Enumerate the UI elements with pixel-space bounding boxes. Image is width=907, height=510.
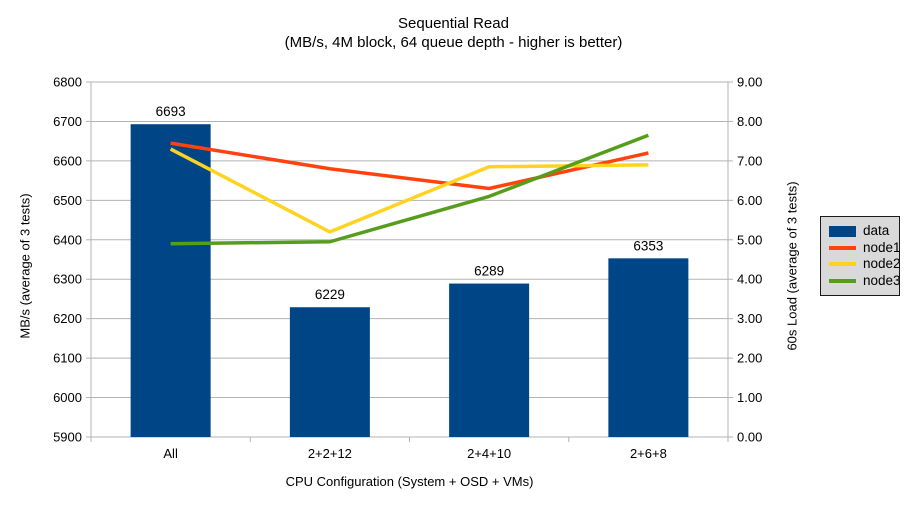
- bar-data-label: 6693: [156, 104, 186, 119]
- left-axis-tick-label: 6400: [53, 232, 82, 247]
- left-axis-tick-label: 6300: [53, 272, 82, 287]
- legend-item-node3: node3: [829, 273, 901, 288]
- right-axis-title: 60s Load (average of 3 tests): [784, 181, 800, 351]
- legend-swatch-node1: [829, 245, 856, 250]
- bar: [449, 283, 530, 437]
- left-axis-tick-label: 6200: [53, 311, 82, 326]
- legend-item-node2: node2: [829, 257, 901, 271]
- legend-label-node1: node1: [863, 239, 901, 255]
- right-axis-tick-label: 6.00: [737, 193, 762, 208]
- bar: [130, 124, 211, 437]
- bar: [608, 258, 689, 437]
- legend-label-node3: node3: [863, 272, 901, 288]
- right-axis-tick-label: 8.00: [737, 114, 762, 129]
- legend-swatch-node2: [829, 262, 856, 267]
- right-axis-tick-label: 3.00: [737, 311, 762, 326]
- bar-data-label: 6229: [315, 287, 345, 302]
- line-series-node1: [170, 141, 649, 191]
- left-axis-tick-label: 5900: [53, 430, 82, 445]
- right-axis-tick-label: 7.00: [737, 153, 762, 168]
- right-axis-tick-label: 2.00: [737, 351, 762, 366]
- x-category-label: 2+6+8: [630, 446, 667, 461]
- bar: [289, 307, 370, 437]
- legend-item-data: data: [829, 224, 891, 238]
- left-axis-tick-label: 6600: [53, 153, 82, 168]
- x-category-label: 2+4+10: [467, 446, 511, 461]
- bar-data-label: 6353: [633, 238, 663, 253]
- legend-item-node1: node1: [829, 240, 901, 255]
- left-axis-tick-label: 6000: [53, 390, 82, 405]
- legend-label-data: data: [863, 223, 890, 238]
- right-axis-tick-label: 5.00: [737, 232, 762, 247]
- legend-swatch-node3: [829, 278, 856, 283]
- left-axis-tick-label: 6800: [53, 75, 82, 90]
- line-series-node3: [170, 133, 650, 246]
- right-axis-tick-label: 4.00: [737, 272, 762, 287]
- left-axis-title: MB/s (average of 3 tests): [17, 193, 33, 339]
- right-axis-tick-label: 0.00: [737, 430, 762, 445]
- x-category-label: 2+2+12: [308, 446, 352, 461]
- left-axis-tick-label: 6500: [53, 193, 82, 208]
- chart-title: Sequential Read: [398, 15, 509, 32]
- legend-swatch-data: [829, 225, 856, 237]
- right-axis-tick-label: 1.00: [737, 390, 762, 405]
- left-axis-tick-label: 6700: [53, 114, 82, 129]
- right-axis-tick-label: 9.00: [737, 75, 762, 90]
- bar-data-label: 6289: [474, 264, 504, 279]
- x-category-label: All: [163, 446, 178, 461]
- legend-label-node2: node2: [863, 256, 901, 272]
- left-axis-tick-label: 6100: [53, 351, 82, 366]
- chart-subtitle: (MB/s, 4M block, 64 queue depth - higher…: [284, 34, 623, 51]
- legend: data node1 node2 node3: [820, 216, 901, 296]
- x-axis-title: CPU Configuration (System + OSD + VMs): [285, 474, 534, 489]
